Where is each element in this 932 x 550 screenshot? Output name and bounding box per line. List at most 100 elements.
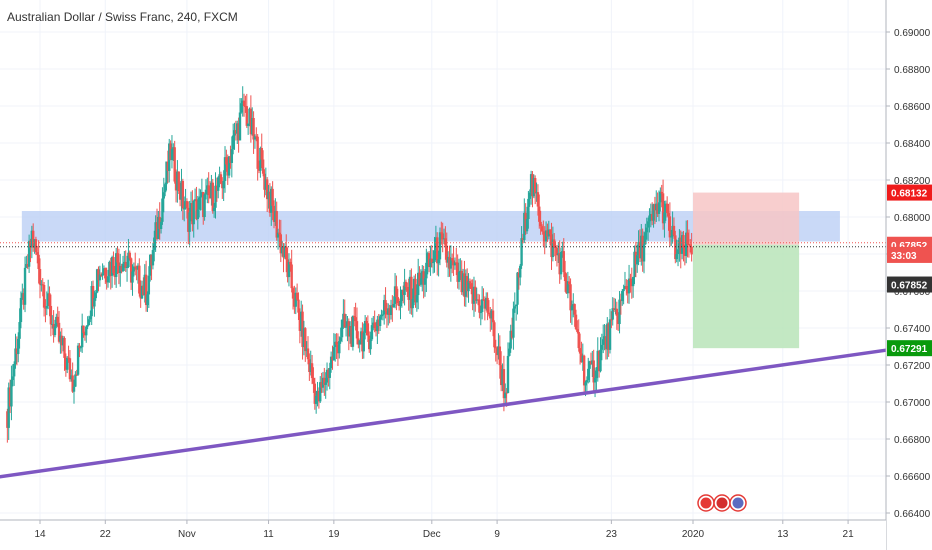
candle-body: [335, 341, 338, 345]
candle-body: [521, 238, 525, 240]
candle-body: [208, 195, 212, 198]
candle-body: [686, 232, 689, 244]
candle-body: [622, 289, 625, 292]
candle-body: [244, 106, 247, 108]
candle-body: [487, 312, 491, 315]
candle-body: [291, 288, 295, 299]
candle-body: [60, 335, 63, 346]
candle-body: [212, 207, 216, 212]
candle-body: [85, 326, 88, 336]
candle-body: [95, 269, 99, 293]
flag-icon: [716, 497, 728, 509]
price-tick-label: 0.66400: [894, 509, 931, 520]
candle-body: [657, 202, 661, 214]
candle-body: [91, 285, 95, 307]
candle-body: [114, 253, 118, 277]
candle-body: [663, 212, 666, 224]
candle-body: [102, 268, 106, 274]
price-tick-label: 0.67200: [894, 361, 931, 372]
candle-body: [196, 209, 200, 220]
candle-body: [408, 276, 412, 300]
candle-body: [68, 358, 72, 380]
candle-body: [616, 315, 620, 325]
candle-body: [21, 293, 24, 298]
candle-body: [384, 300, 387, 311]
candle-body: [421, 271, 424, 279]
candle-body: [268, 191, 272, 213]
candle-body: [621, 291, 624, 302]
candle-body: [593, 378, 597, 383]
candle-body: [87, 319, 91, 326]
candle-body: [234, 130, 238, 134]
candle-body: [633, 251, 636, 278]
candle-body: [634, 251, 638, 265]
price-tick-label: 0.67000: [894, 398, 931, 409]
time-tick-label: 2020: [682, 529, 705, 540]
candle-body: [282, 247, 285, 258]
price-tick-label: 0.68800: [894, 65, 931, 76]
candle-body: [410, 276, 413, 309]
candle-body: [490, 310, 493, 319]
candle-body: [109, 261, 112, 276]
candle-body: [397, 303, 401, 307]
candle-body: [389, 305, 393, 315]
candle-body: [124, 261, 127, 268]
candle-body: [251, 117, 254, 135]
candle-body: [615, 308, 619, 316]
candle-body: [357, 338, 360, 345]
candle-body: [661, 193, 665, 224]
candle-body: [192, 200, 195, 225]
candle-body: [422, 271, 425, 285]
current-price-label-dark-bg: [887, 276, 932, 293]
economic-events-icons[interactable]: [697, 494, 747, 512]
candle-body: [131, 271, 134, 283]
time-axis[interactable]: 14 22 Nov 11 19 Dec 9 23 2020 13 21: [0, 519, 886, 550]
candle-body: [600, 344, 604, 350]
candle-body: [566, 281, 570, 294]
candle-body: [584, 382, 587, 386]
candle-body: [461, 273, 465, 293]
candle-body: [402, 289, 405, 295]
candle-body: [76, 345, 80, 375]
candle-body: [168, 143, 171, 171]
candle-body: [510, 330, 514, 338]
candle-body: [27, 240, 31, 267]
candle-body: [17, 338, 20, 355]
candle-body: [48, 293, 51, 306]
candle-body: [433, 250, 436, 263]
candle-body: [527, 198, 530, 220]
candle-body: [533, 178, 537, 194]
candle-body: [436, 237, 439, 264]
time-tick-label: Dec: [423, 529, 441, 540]
candle-body: [344, 326, 348, 328]
candle-body: [267, 191, 270, 200]
candle-body: [225, 157, 228, 165]
candle-body: [355, 321, 359, 339]
time-axis-bg: [0, 520, 886, 550]
candle-body: [158, 216, 161, 229]
candle-body: [246, 123, 250, 126]
candle-body: [169, 143, 172, 160]
candle-body: [529, 174, 533, 193]
grid-lines: [0, 0, 886, 520]
candle-body: [648, 215, 651, 222]
candle-body: [358, 340, 361, 345]
candle-body: [391, 305, 394, 308]
candle-body: [57, 322, 61, 342]
candle-body: [380, 314, 383, 317]
price-axis[interactable]: 0.66400 0.66600 0.66800 0.67000 0.67200 0.674…: [885, 0, 932, 550]
candle-body: [331, 356, 334, 361]
candle-body: [83, 332, 87, 336]
candle-body: [155, 222, 159, 240]
candle-body: [236, 123, 239, 134]
candle-body: [231, 135, 235, 150]
candle-body: [121, 263, 125, 272]
candle-body: [385, 310, 389, 315]
candle-body: [313, 383, 317, 404]
candle-body: [342, 313, 345, 320]
candle-body: [641, 235, 644, 262]
candle-body: [382, 300, 386, 315]
trendline[interactable]: [0, 348, 888, 479]
short-position-tool[interactable]: [693, 192, 800, 349]
